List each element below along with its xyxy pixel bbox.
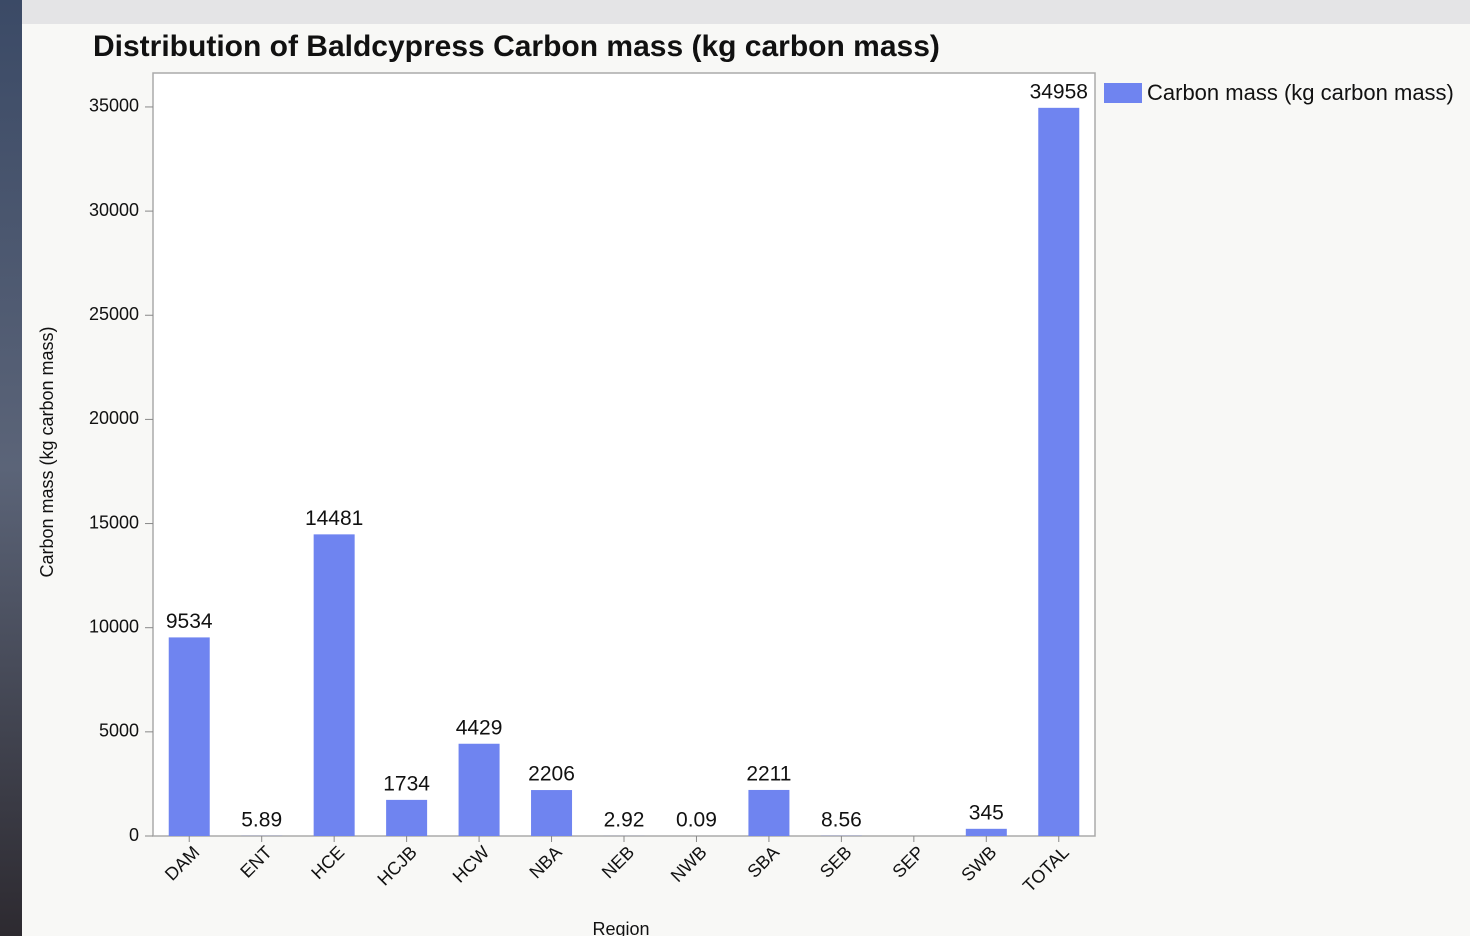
value-label: 34958 xyxy=(1030,80,1088,103)
bar xyxy=(458,743,500,836)
y-tick-label: 0 xyxy=(129,825,139,845)
bar xyxy=(386,799,428,836)
y-tick-label: 20000 xyxy=(89,408,139,428)
y-tick-label: 25000 xyxy=(89,304,139,324)
left-edge xyxy=(0,0,22,936)
chart-title: Distribution of Baldcypress Carbon mass … xyxy=(93,30,940,63)
value-label: 0.09 xyxy=(676,809,717,832)
bar xyxy=(168,637,210,836)
y-tick-label: 10000 xyxy=(89,616,139,636)
top-band xyxy=(0,0,1470,24)
value-label: 1734 xyxy=(383,772,430,795)
value-label: 2211 xyxy=(746,762,791,785)
value-label: 9534 xyxy=(166,610,213,633)
y-tick-label: 5000 xyxy=(99,721,139,741)
x-axis-label: Region xyxy=(592,919,649,936)
value-label: 8.56 xyxy=(821,808,862,831)
value-label: 5.89 xyxy=(241,808,282,831)
y-axis-label: Carbon mass (kg carbon mass) xyxy=(37,326,57,577)
value-label: 14481 xyxy=(305,507,363,530)
legend-label: Carbon mass (kg carbon mass) xyxy=(1147,80,1454,105)
value-label: 2.92 xyxy=(604,808,645,831)
plot-frame xyxy=(152,72,1096,837)
y-tick-label: 30000 xyxy=(89,200,139,220)
y-tick-label: 35000 xyxy=(89,96,139,116)
bar xyxy=(748,789,790,836)
bar xyxy=(965,828,1007,836)
value-label: 4429 xyxy=(456,716,503,739)
bar xyxy=(531,790,573,836)
legend-swatch xyxy=(1104,83,1142,103)
bar xyxy=(1038,107,1080,836)
bar xyxy=(313,534,355,836)
value-label: 2206 xyxy=(528,763,575,786)
y-tick-label: 15000 xyxy=(89,512,139,532)
value-label: 345 xyxy=(969,801,1004,824)
